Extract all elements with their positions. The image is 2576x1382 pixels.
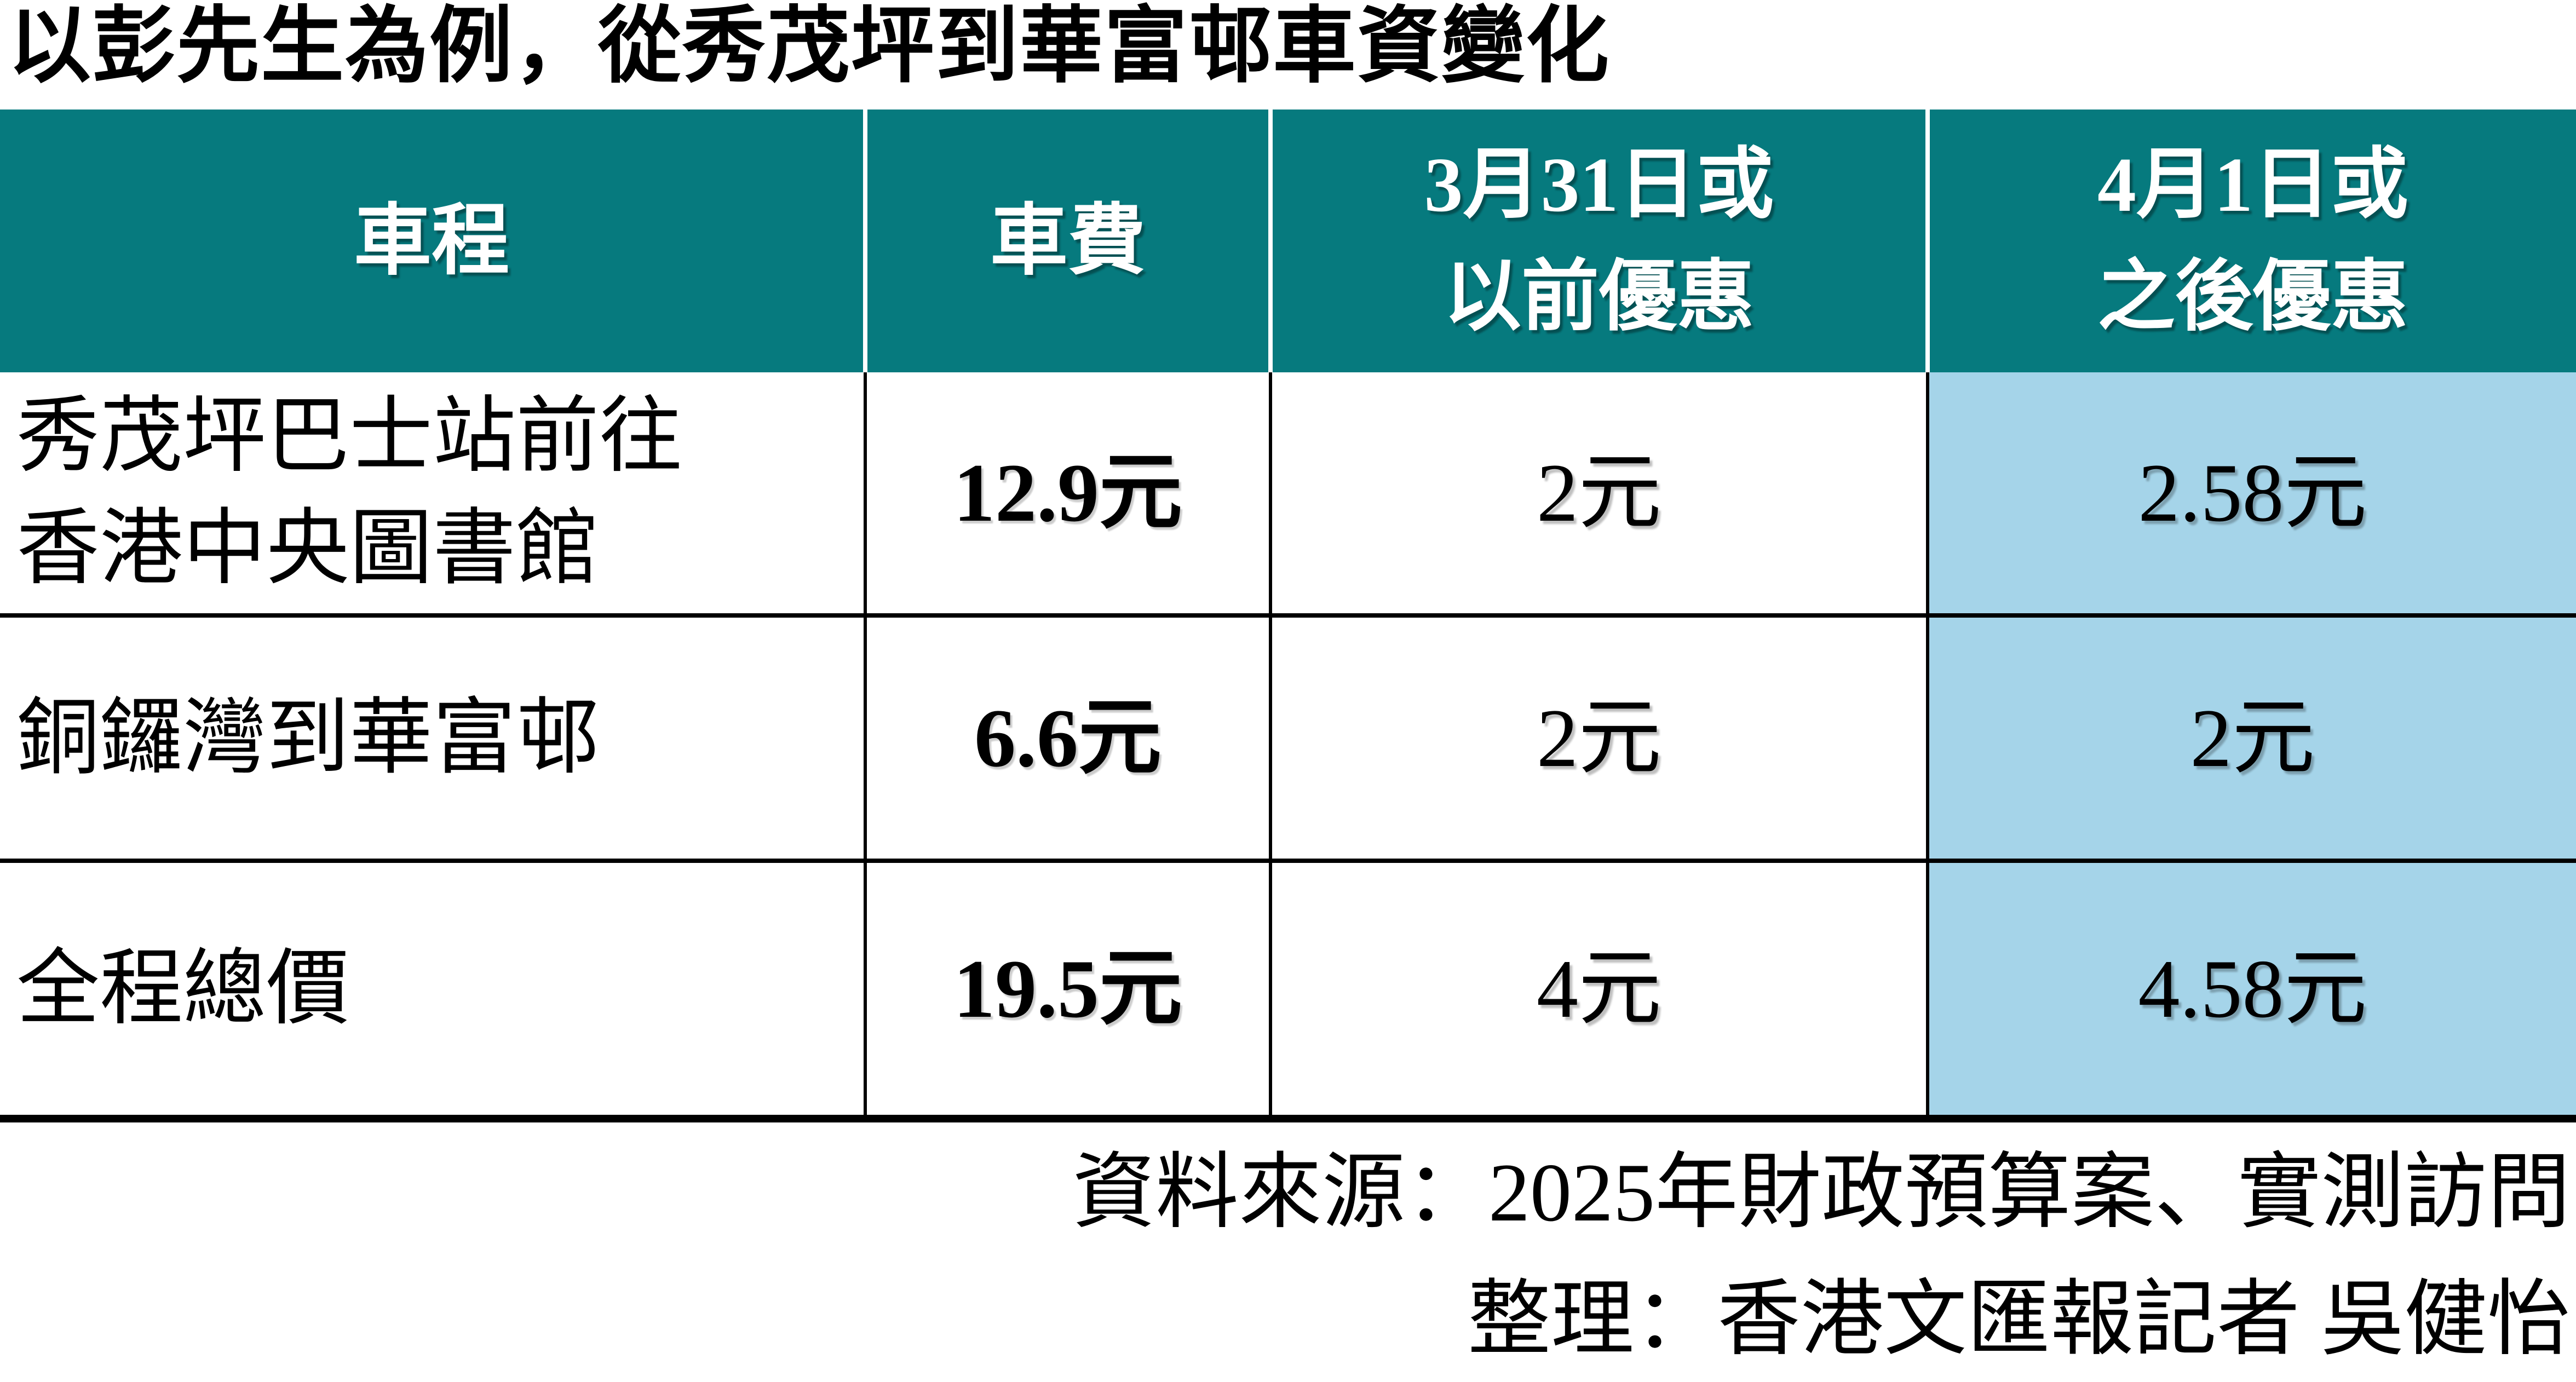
page-title: 以彭先生為例，從秀茂坪到華富邨車資變化 [8, 0, 1610, 93]
table-row-2: 銅鑼灣到華富邨 6.6元 2元 2元 [0, 615, 2576, 863]
fare-table: 車程 車費 3月31日或 以前優惠 4月1日或 之後優惠 秀茂坪巴士站前往 香港… [0, 110, 2576, 1122]
after-discount-cell: 4.58元 [1928, 861, 2576, 1122]
fare-cell: 12.9元 [865, 372, 1272, 618]
col-header-fare: 車費 [865, 110, 1273, 372]
journey-cell: 全程總價 [0, 861, 867, 1122]
after-discount-cell: 2元 [1928, 615, 2576, 863]
fare-cell: 19.5元 [865, 861, 1272, 1122]
fare-cell: 6.6元 [865, 615, 1272, 863]
credit-line: 整理：香港文匯報記者 吳健怡 [1468, 1274, 2571, 1366]
before-discount-cell: 2元 [1270, 615, 1929, 863]
table-row-1: 秀茂坪巴士站前往 香港中央圖書館 12.9元 2元 2.58元 [0, 372, 2576, 618]
col-header-journey: 車程 [0, 110, 867, 372]
after-discount-cell: 2.58元 [1928, 372, 2576, 618]
before-discount-cell: 4元 [1270, 861, 1929, 1122]
journey-cell: 銅鑼灣到華富邨 [0, 615, 867, 863]
source-line: 資料來源：2025年財政預算案、實測訪問 [1072, 1147, 2571, 1239]
header-row: 車程 車費 3月31日或 以前優惠 4月1日或 之後優惠 [0, 110, 2576, 372]
journey-cell: 秀茂坪巴士站前往 香港中央圖書館 [0, 372, 867, 618]
col-header-before-discount: 3月31日或 以前優惠 [1270, 110, 1930, 372]
footer: 資料來源：2025年財政預算案、實測訪問 整理：香港文匯報記者 吳健怡 [1072, 1129, 2571, 1382]
col-header-after-discount: 4月1日或 之後優惠 [1928, 110, 2576, 372]
before-discount-cell: 2元 [1270, 372, 1929, 618]
table-row-3: 全程總價 19.5元 4元 4.58元 [0, 861, 2576, 1122]
